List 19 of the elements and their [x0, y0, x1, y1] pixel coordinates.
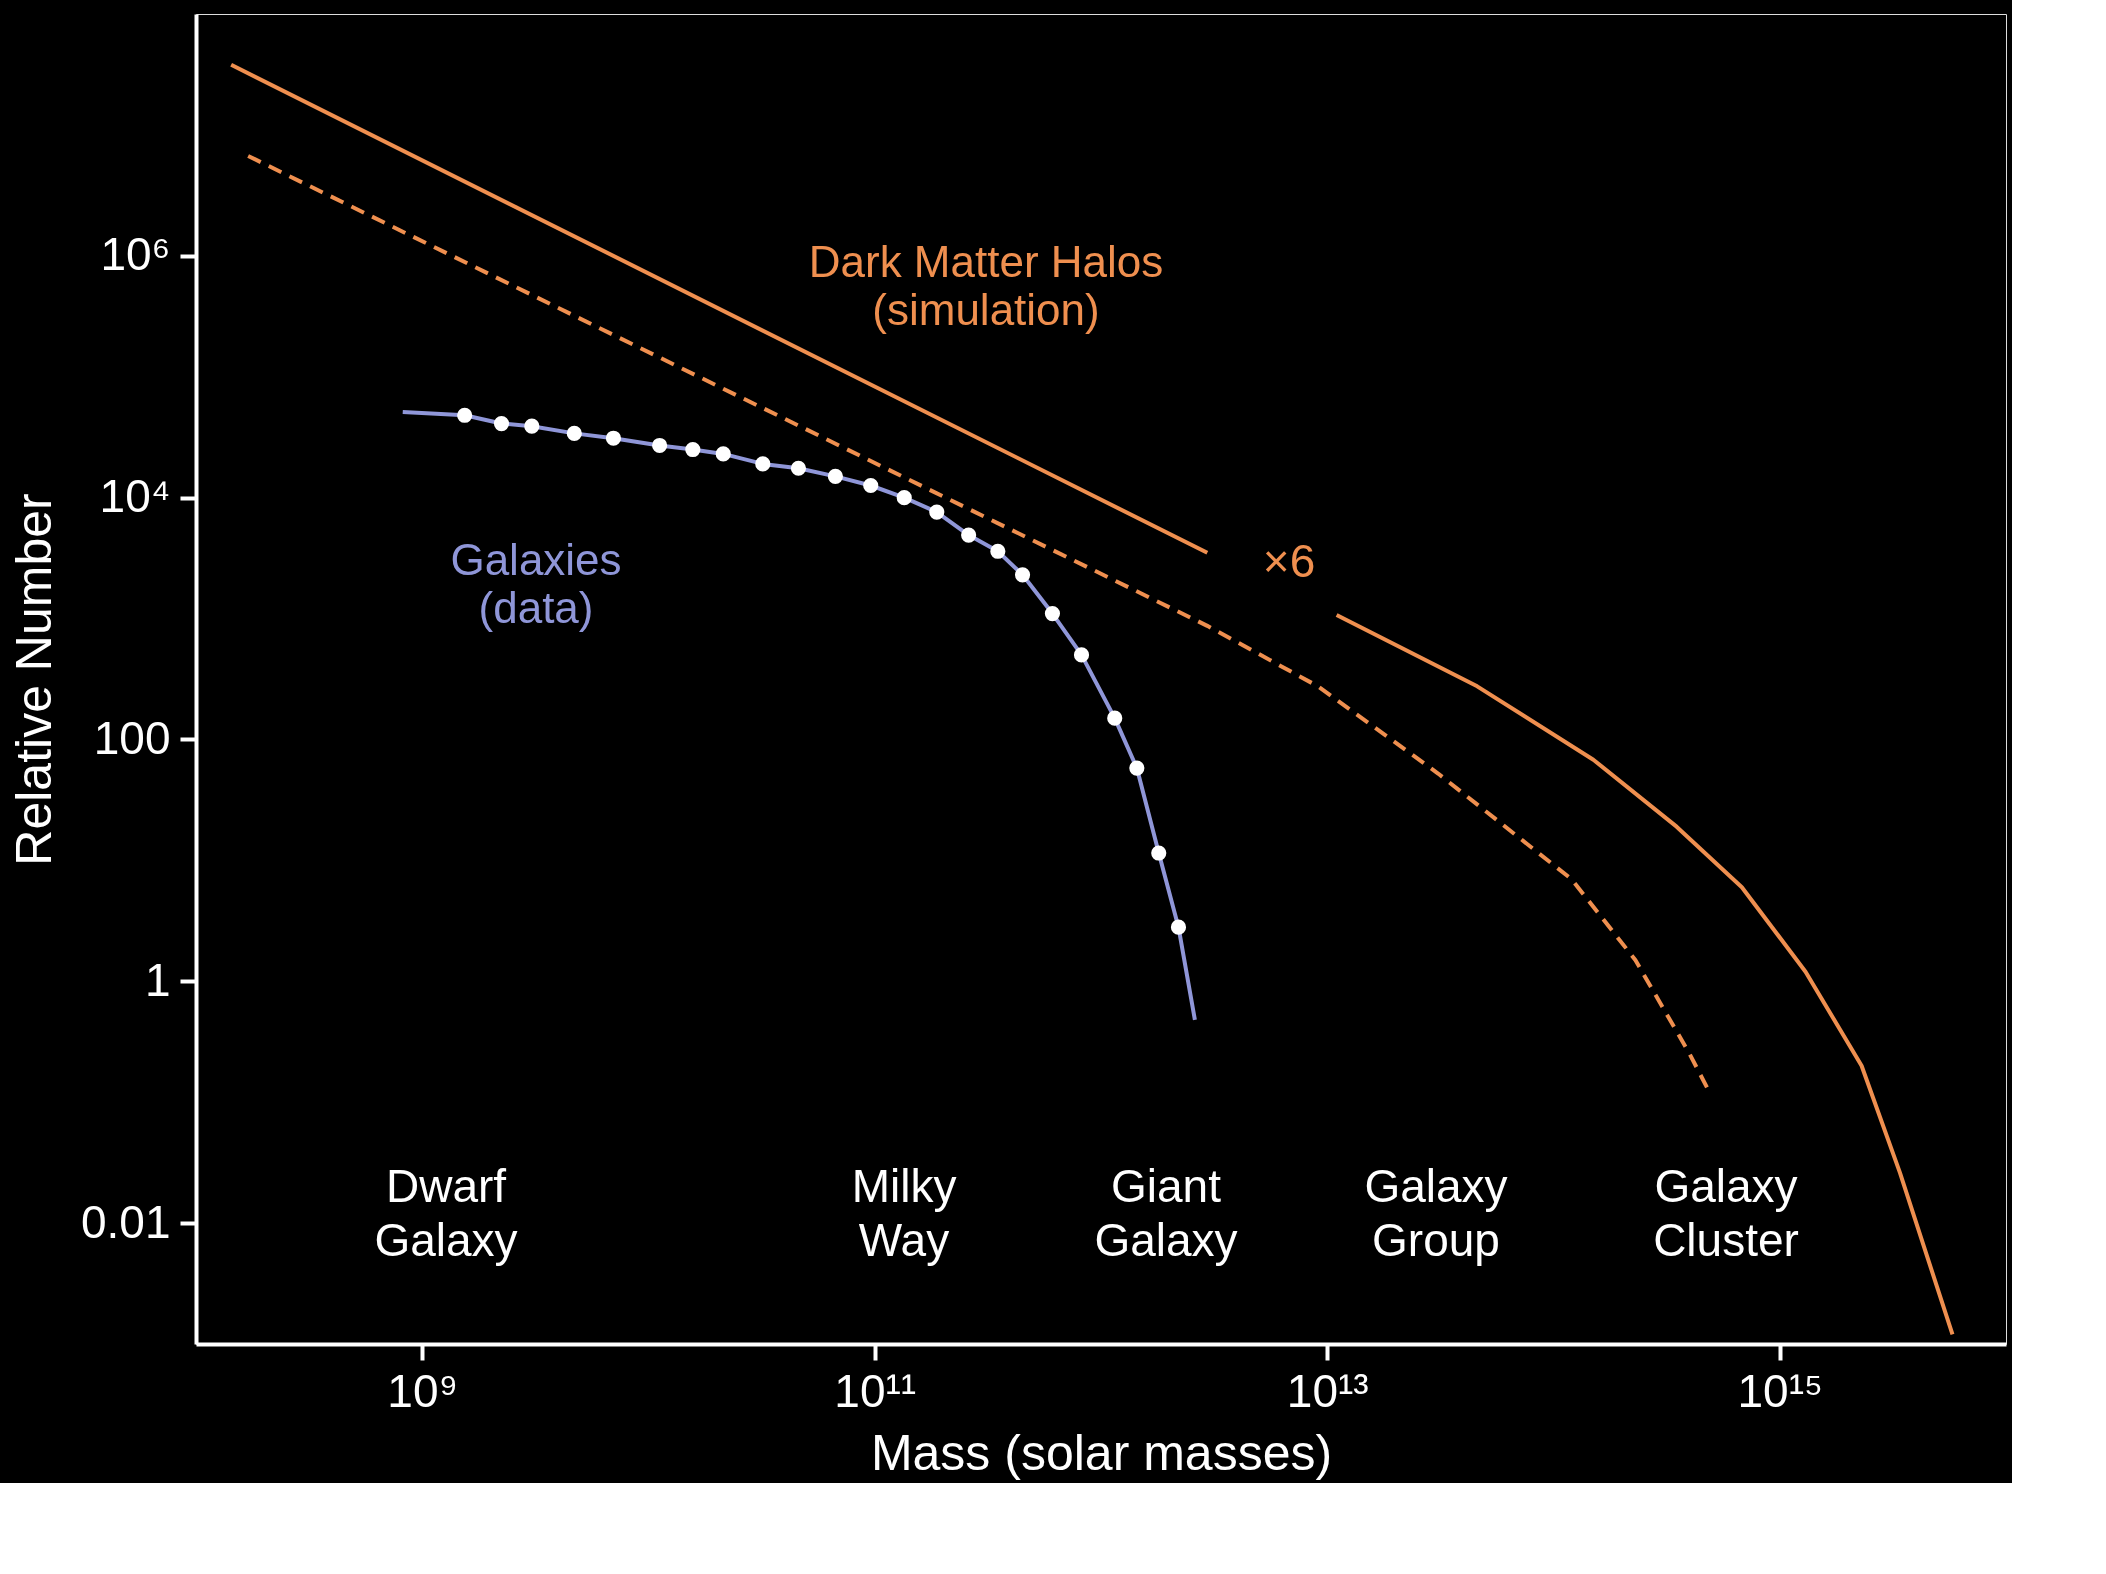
x-tick-label: 10⁹: [387, 1364, 459, 1417]
annotation: Galaxy Group: [1364, 1160, 1508, 1266]
y-tick-label: 10⁴: [99, 470, 171, 523]
annotation: Milky Way: [851, 1160, 957, 1266]
text: Galaxies (data): [450, 535, 622, 632]
y-tick-label: 1: [144, 953, 171, 1006]
annotation: Giant Galaxy: [1094, 1160, 1238, 1266]
x-tick-label: 10¹¹: [834, 1364, 917, 1417]
annotation: Dwarf Galaxy: [374, 1160, 518, 1266]
annotation: ×6: [1262, 535, 1316, 587]
x-tick-label: 10¹⁵: [1737, 1364, 1824, 1417]
series-label: Dark Matter Halos (simulation): [808, 237, 1164, 334]
y-tick-label: 0.01: [80, 1195, 171, 1248]
x-tick-label: 10¹³: [1286, 1364, 1369, 1417]
x-axis-title: Mass (solar masses): [870, 1424, 1333, 1481]
y-tick-label: 10⁶: [100, 228, 171, 281]
y-tick-label: 100: [93, 711, 171, 764]
y-axis-title: Relative Number: [5, 493, 62, 866]
annotation: Galaxy Cluster: [1653, 1160, 1799, 1266]
